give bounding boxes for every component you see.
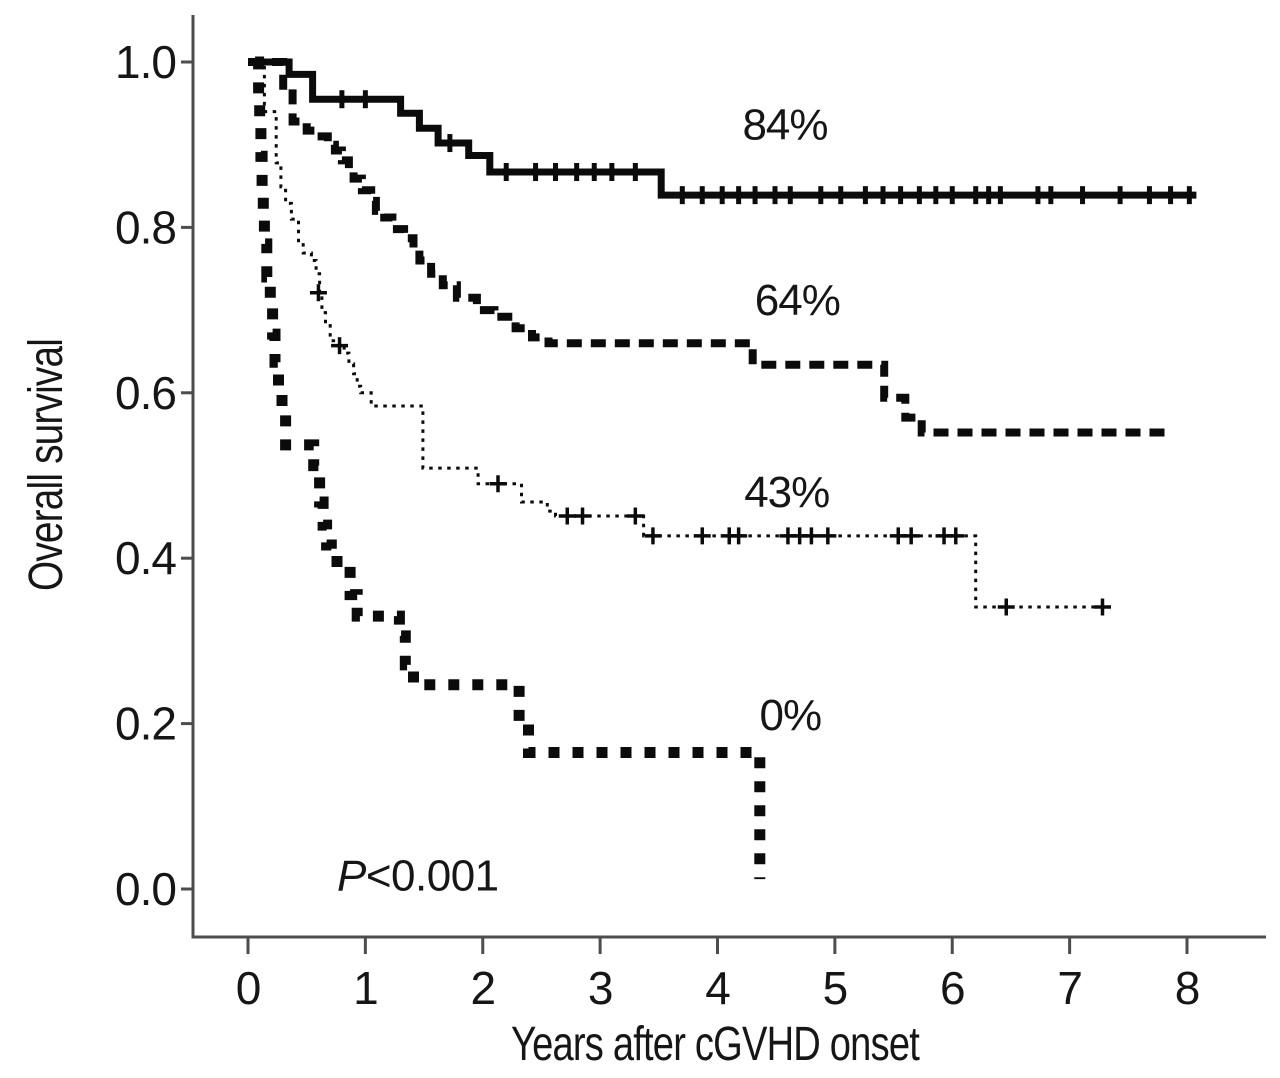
x-tick-label: 1 xyxy=(353,962,378,1014)
x-axis-title: Years after cGVHD onset xyxy=(511,1018,920,1071)
curve-label-84%: 84% xyxy=(742,101,827,150)
survival-curve-43% xyxy=(250,60,1108,609)
survival-curve-64% xyxy=(248,58,1170,437)
y-tick-label: 0.2 xyxy=(115,698,176,750)
y-tick-label: 0.4 xyxy=(115,532,176,584)
curve-label-64%: 64% xyxy=(755,276,840,325)
y-tick-label: 0.6 xyxy=(115,367,176,419)
survival-curve-0% xyxy=(253,56,766,880)
series-group-0pct: 0% xyxy=(253,56,822,880)
x-tick-label: 3 xyxy=(588,962,613,1014)
series-group-64pct: 64% xyxy=(248,58,1170,437)
series-group-43pct: 43% xyxy=(250,60,1111,616)
p-value-rest: <0.001 xyxy=(366,852,499,901)
x-tick-label: 2 xyxy=(470,962,495,1014)
y-tick-label: 0.0 xyxy=(115,863,176,915)
series-group-84pct: 84% xyxy=(248,58,1197,205)
x-tick-label: 7 xyxy=(1057,962,1082,1014)
p-value-annotation: P<0.001 xyxy=(337,852,499,901)
x-tick-label: 0 xyxy=(236,962,261,1014)
x-tick-label: 5 xyxy=(823,962,848,1014)
curve-label-43%: 43% xyxy=(744,468,829,517)
y-tick-label: 1.0 xyxy=(115,36,176,88)
x-tick-label: 8 xyxy=(1175,962,1200,1014)
x-tick-label: 4 xyxy=(705,962,730,1014)
axis-frame xyxy=(191,15,1266,939)
y-tick-label: 0.8 xyxy=(115,201,176,253)
x-tick-label: 6 xyxy=(940,962,965,1014)
curve-label-0%: 0% xyxy=(759,691,821,740)
survival-curve-84% xyxy=(248,58,1197,199)
p-value-italic: P xyxy=(337,852,367,901)
y-axis-title: Overall survival xyxy=(20,339,73,591)
